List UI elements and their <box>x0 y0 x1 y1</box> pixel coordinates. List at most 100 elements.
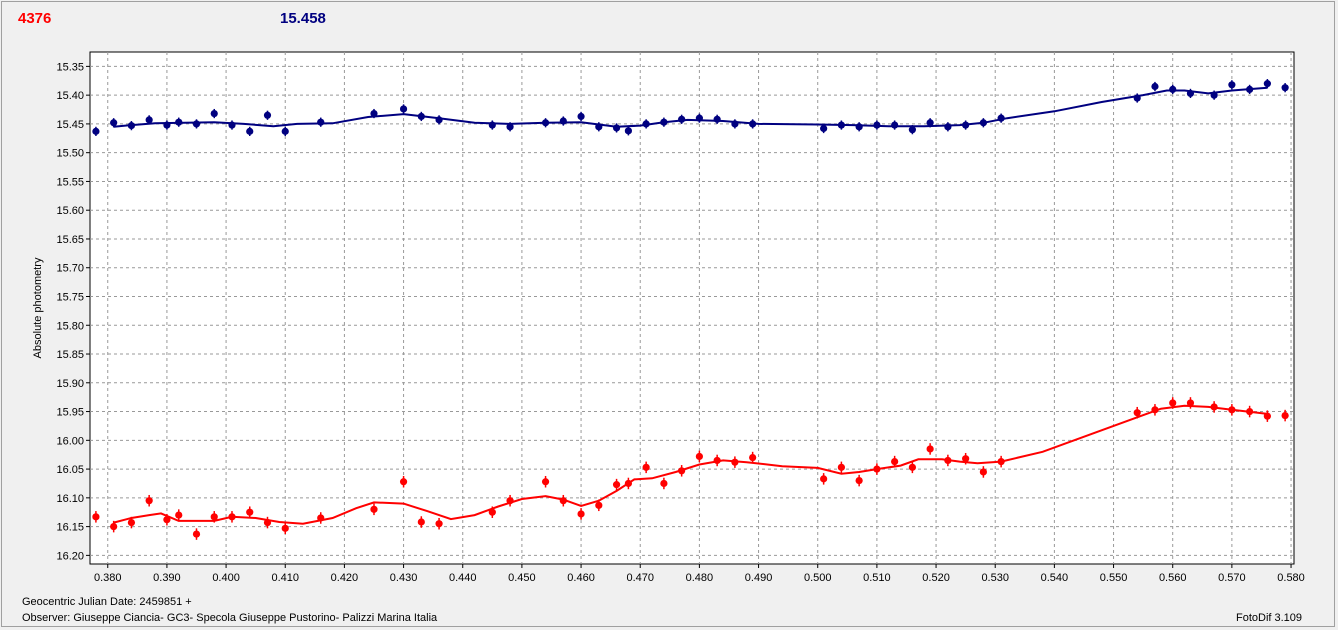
data-point <box>1228 81 1236 89</box>
y-tick-label: 15.60 <box>56 205 84 217</box>
data-point <box>1263 412 1271 420</box>
data-point <box>642 463 650 471</box>
data-point <box>228 121 236 129</box>
x-tick-label: 0.470 <box>626 572 654 584</box>
data-point <box>127 518 136 527</box>
data-point <box>541 478 550 486</box>
y-tick-label: 15.95 <box>56 407 84 419</box>
data-point <box>695 114 703 122</box>
data-point <box>979 468 987 476</box>
x-tick-label: 0.540 <box>1041 572 1069 584</box>
data-point <box>624 479 632 488</box>
x-tick-label: 0.500 <box>804 572 832 584</box>
y-tick-label: 16.05 <box>56 464 84 476</box>
data-point <box>962 455 970 463</box>
data-point <box>855 476 863 485</box>
data-point <box>997 458 1005 466</box>
data-point <box>1281 84 1289 92</box>
data-point <box>559 497 567 505</box>
data-point <box>837 121 845 129</box>
x-tick-label: 0.460 <box>567 572 595 584</box>
data-point <box>731 458 739 466</box>
y-tick-label: 15.80 <box>56 320 84 332</box>
x-tick-label: 0.550 <box>1100 572 1128 584</box>
x-tick-label: 0.570 <box>1218 572 1246 584</box>
x-tick-label: 0.560 <box>1159 572 1187 584</box>
data-point <box>175 511 183 519</box>
data-point <box>612 124 621 132</box>
data-point <box>110 523 118 531</box>
data-point <box>1210 403 1218 411</box>
x-tick-label: 0.420 <box>331 572 359 584</box>
x-tick-label: 0.390 <box>153 572 181 584</box>
y-tick-label: 15.85 <box>56 349 84 361</box>
data-point <box>1169 85 1177 93</box>
y-tick-label: 15.90 <box>56 378 84 390</box>
data-point <box>163 121 171 129</box>
julian-date-label: Geocentric Julian Date: 2459851 + <box>22 596 192 608</box>
data-point <box>399 105 408 113</box>
data-point <box>435 520 443 528</box>
data-point <box>263 111 272 119</box>
data-point <box>175 118 183 126</box>
data-point <box>642 120 650 128</box>
data-point <box>962 121 970 129</box>
data-point <box>873 121 881 129</box>
data-point <box>435 116 443 124</box>
data-point <box>399 478 408 486</box>
data-point <box>855 123 863 131</box>
data-point <box>1281 411 1289 420</box>
data-point <box>370 505 378 513</box>
data-point <box>926 445 934 453</box>
y-tick-label: 15.65 <box>56 234 84 246</box>
x-tick-label: 0.450 <box>508 572 536 584</box>
data-point <box>541 119 550 127</box>
data-point <box>506 497 514 505</box>
data-point <box>577 112 585 121</box>
data-point <box>749 453 757 462</box>
blue-series-value: 15.458 <box>280 10 326 27</box>
data-point <box>695 452 703 461</box>
x-tick-label: 0.510 <box>863 572 891 584</box>
data-point <box>678 467 686 475</box>
data-point <box>1186 399 1195 407</box>
data-point <box>713 115 721 123</box>
data-point <box>192 120 201 128</box>
data-point <box>210 513 218 521</box>
data-point <box>210 109 218 118</box>
y-tick-label: 15.50 <box>56 148 84 160</box>
data-point <box>246 508 254 516</box>
data-point <box>1210 91 1218 99</box>
data-point <box>559 117 567 125</box>
y-tick-label: 16.20 <box>56 550 84 562</box>
data-point <box>1246 407 1254 416</box>
data-point <box>317 118 325 126</box>
data-point <box>1151 82 1159 91</box>
x-tick-label: 0.480 <box>686 572 714 584</box>
data-point <box>1151 406 1159 414</box>
x-tick-label: 0.490 <box>745 572 773 584</box>
data-point <box>92 127 100 135</box>
data-point <box>577 510 585 518</box>
x-tick-label: 0.400 <box>212 572 240 584</box>
data-point <box>110 119 118 127</box>
x-tick-label: 0.580 <box>1277 572 1305 584</box>
data-point <box>127 122 136 130</box>
data-point <box>1186 89 1195 98</box>
y-tick-label: 15.45 <box>56 119 84 131</box>
data-point <box>595 501 603 509</box>
data-point <box>979 119 987 127</box>
data-point <box>891 121 899 129</box>
data-point <box>1246 85 1254 93</box>
data-point <box>660 479 668 488</box>
observer-label: Observer: Giuseppe Ciancia- GC3- Specola… <box>22 612 438 624</box>
y-axis-ticks: 15.35 15.40 15.45 15.50 15.55 15.60 15.65 15.70… <box>56 61 90 562</box>
y-tick-label: 15.75 <box>56 291 84 303</box>
data-point <box>228 513 236 521</box>
x-tick-label: 0.440 <box>449 572 477 584</box>
data-point <box>713 456 721 465</box>
data-point <box>488 121 496 129</box>
data-point <box>145 116 153 124</box>
data-point <box>944 123 952 131</box>
data-point <box>612 481 621 489</box>
